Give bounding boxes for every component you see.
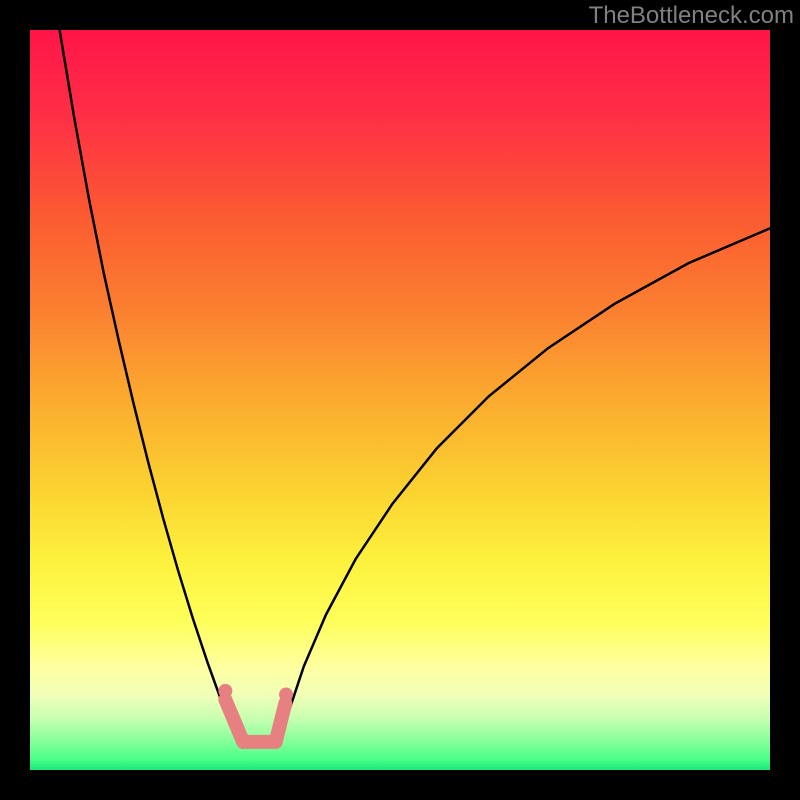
marker-dot	[279, 688, 293, 702]
curve-layer	[30, 30, 770, 770]
marker-dot	[218, 684, 232, 698]
plot-area	[30, 30, 770, 770]
marker-segment	[276, 703, 286, 741]
bottleneck-v-curve	[60, 30, 770, 740]
highlight-marker	[218, 684, 293, 742]
watermark-text: TheBottleneck.com	[589, 2, 794, 30]
